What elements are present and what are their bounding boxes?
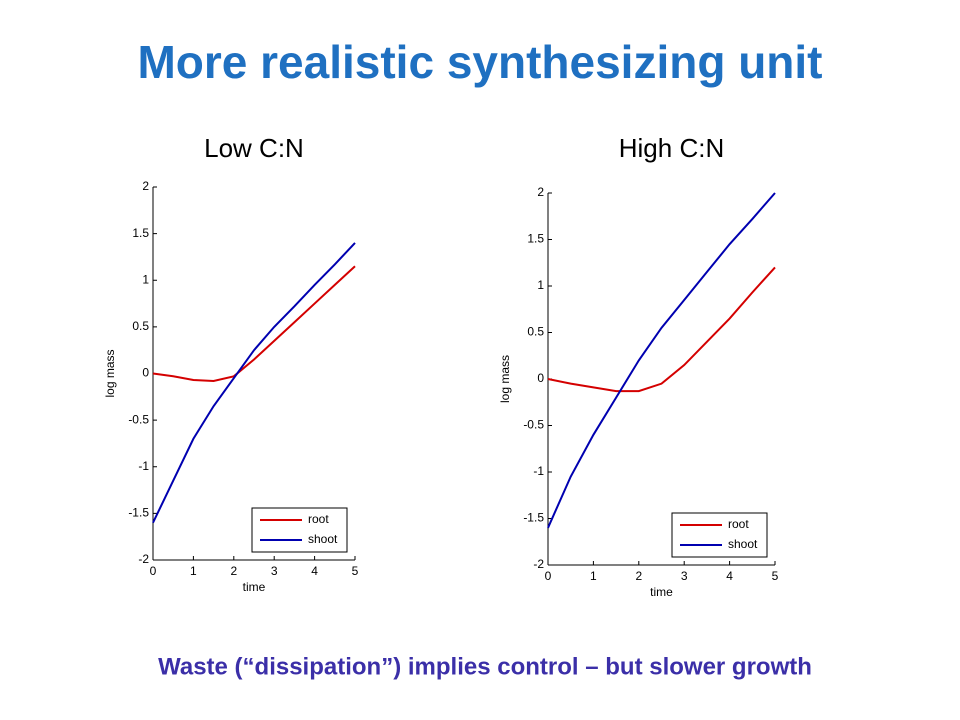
legend-label: root xyxy=(308,512,329,526)
y-tick-label: -2 xyxy=(533,557,544,571)
y-tick-label: -0.5 xyxy=(128,412,149,426)
y-tick-label: -2 xyxy=(138,552,149,566)
y-tick-label: -1 xyxy=(138,459,149,473)
y-tick-label: 1.5 xyxy=(527,232,544,246)
x-tick-label: 4 xyxy=(726,569,733,583)
y-tick-label: 1.5 xyxy=(132,226,149,240)
chart-title: Low C:N xyxy=(204,133,304,163)
x-tick-label: 3 xyxy=(681,569,688,583)
x-axis-label: time xyxy=(243,580,266,594)
x-tick-label: 0 xyxy=(545,569,552,583)
y-tick-label: 0.5 xyxy=(132,319,149,333)
x-tick-label: 3 xyxy=(271,564,278,578)
footer-text: Waste (“dissipation”) implies control – … xyxy=(158,653,812,680)
x-tick-label: 5 xyxy=(352,564,359,578)
y-axis-label: log mass xyxy=(498,355,512,403)
y-axis-label: log mass xyxy=(103,349,117,397)
data-line xyxy=(152,242,356,524)
y-tick-label: 0 xyxy=(537,371,544,385)
y-tick-label: 2 xyxy=(142,179,149,193)
chart-title: High C:N xyxy=(619,133,724,163)
x-tick-label: 4 xyxy=(311,564,318,578)
x-tick-label: 2 xyxy=(635,569,642,583)
data-line xyxy=(152,265,356,382)
x-tick-label: 5 xyxy=(772,569,779,583)
legend-box xyxy=(251,507,348,553)
y-tick-label: 1 xyxy=(142,272,149,286)
x-tick-label: 1 xyxy=(590,569,597,583)
data-line xyxy=(547,266,776,393)
legend-label: shoot xyxy=(308,532,338,546)
y-tick-label: 0 xyxy=(142,366,149,380)
legend-box xyxy=(671,512,768,558)
y-tick-label: -1 xyxy=(533,464,544,478)
x-tick-label: 2 xyxy=(230,564,237,578)
legend-label: shoot xyxy=(728,537,758,551)
x-tick-label: 0 xyxy=(150,564,157,578)
y-tick-label: -0.5 xyxy=(523,418,544,432)
y-tick-label: -1.5 xyxy=(128,506,149,520)
y-tick-label: 2 xyxy=(537,185,544,199)
y-tick-label: -1.5 xyxy=(523,511,544,525)
data-line xyxy=(547,192,776,529)
legend-label: root xyxy=(728,517,749,531)
y-tick-label: 0.5 xyxy=(527,325,544,339)
x-tick-label: 1 xyxy=(190,564,197,578)
slide-title: More realistic synthesizing unit xyxy=(137,36,822,88)
y-tick-label: 1 xyxy=(537,278,544,292)
x-axis-label: time xyxy=(650,585,673,599)
